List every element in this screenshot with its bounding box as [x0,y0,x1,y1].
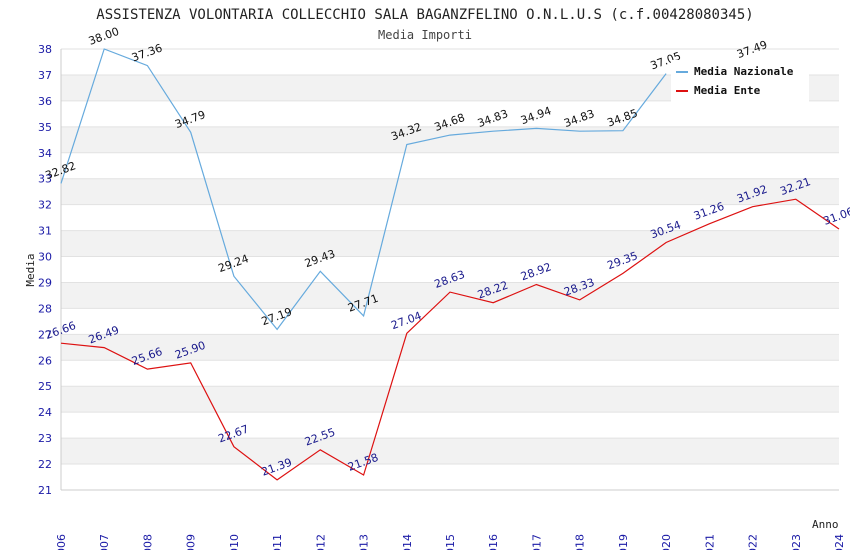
legend: Media Nazionale Media Ente [671,60,809,102]
data-label-nazionale: 38.00 [87,25,121,48]
y-axis-label: Media [24,253,37,286]
y-tick-label: 27 [38,328,52,341]
y-tick-label: 25 [38,380,52,393]
grid-band [61,334,839,361]
y-tick-label: 36 [38,95,52,108]
x-tick-label: 2024 [833,534,846,550]
x-tick-label: 2020 [660,534,673,550]
legend-label-ente: Media Ente [694,84,761,97]
y-tick-label: 31 [38,225,52,238]
legend-box [671,60,809,102]
x-tick-label: 2019 [617,534,630,550]
x-tick-label: 2021 [703,534,716,550]
grid-band [61,386,839,413]
x-tick-label: 2010 [228,534,241,550]
x-axis-label: Anno [812,518,839,531]
y-axis-ticks: 21 22 23 24 25 26 27 28 29 30 31 32 33 34 35 36 37 38 [38,43,52,497]
grid-band [61,412,839,439]
grid-band [61,438,839,465]
x-tick-label: 2013 [358,534,371,550]
chart-title: ASSISTENZA VOLONTARIA COLLECCHIO SALA BA… [96,7,753,23]
x-tick-label: 2023 [790,534,803,550]
x-tick-label: 2022 [747,534,760,550]
grid-band [61,204,839,231]
y-tick-label: 37 [38,69,52,82]
grid-band [61,100,839,127]
x-tick-label: 2011 [271,534,284,550]
plot-background [60,48,839,491]
grid-band [61,308,839,335]
grid-band [61,178,839,205]
grid-band [61,464,839,490]
y-tick-label: 33 [38,173,52,186]
y-tick-label: 29 [38,276,52,289]
x-tick-label: 2012 [314,534,327,550]
y-tick-label: 35 [38,121,52,134]
x-tick-label: 2007 [98,534,111,550]
series-lines [60,49,840,481]
x-tick-label: 2014 [401,534,414,550]
y-tick-label: 38 [38,43,52,56]
x-tick-label: 2018 [574,534,587,550]
y-tick-label: 32 [38,199,52,212]
y-tick-label: 22 [38,458,52,471]
grid-band [61,256,839,283]
grid-band [61,152,839,179]
grid-band [61,360,839,387]
y-tick-label: 28 [38,302,52,315]
chart-subtitle: Media Importi [378,28,472,42]
y-tick-label: 34 [38,147,52,160]
y-tick-label: 23 [38,432,52,445]
x-tick-label: 2008 [141,534,154,550]
x-tick-label: 2006 [55,534,68,550]
x-tick-label: 2015 [444,534,457,550]
y-tick-label: 24 [38,406,52,419]
x-tick-label: 2016 [487,534,500,550]
series-line-media-ente [60,198,840,481]
y-tick-label: 26 [38,354,52,367]
grid-band [61,230,839,257]
grid-band [61,282,839,309]
y-tick-label: 21 [38,484,52,497]
y-tick-label: 30 [38,251,52,264]
x-axis-ticks: 2006 2007 2008 2009 2010 2011 2012 2013 2014 2015… [55,534,846,550]
x-tick-label: 2017 [530,534,543,550]
legend-label-nazionale: Media Nazionale [694,65,794,78]
grid-band [61,126,839,153]
x-tick-label: 2009 [185,534,198,550]
